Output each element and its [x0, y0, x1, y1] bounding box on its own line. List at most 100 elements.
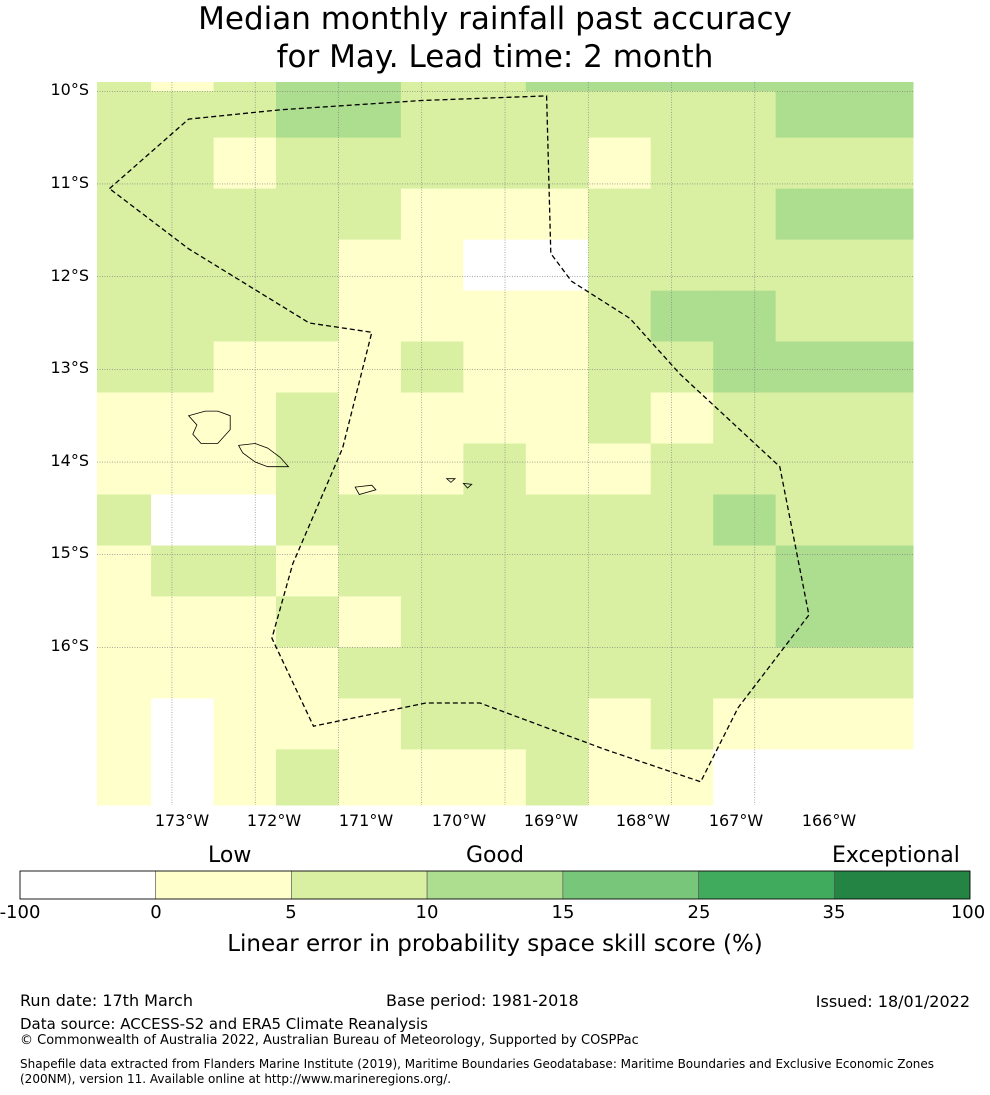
skill-cell [713, 647, 777, 699]
skill-cell [588, 82, 652, 92]
colorbar-segment [698, 870, 835, 900]
skill-cell [588, 392, 652, 444]
skill-cell [276, 91, 339, 139]
skill-cell [775, 596, 914, 648]
skill-cell [400, 341, 464, 393]
skill-cell [97, 749, 152, 806]
skill-cell [97, 290, 152, 343]
skill-cell [151, 91, 214, 139]
skill-cell [588, 239, 652, 292]
skill-cell [276, 188, 339, 241]
skill-cell [650, 647, 714, 699]
skill-cell [276, 647, 339, 699]
skill-cell [338, 749, 402, 806]
skill-cell [463, 443, 527, 495]
skill-cell [338, 545, 402, 597]
skill-cell [338, 392, 402, 444]
colorbar-tick: 0 [150, 902, 162, 923]
skill-cell [276, 137, 339, 190]
skill-cell [525, 82, 589, 92]
lat-label-11s: 11°S [50, 173, 89, 192]
skill-cell [400, 494, 464, 546]
skill-cell [151, 341, 214, 393]
skill-cell [713, 82, 777, 92]
skill-cell [213, 494, 277, 546]
skill-cell [525, 545, 589, 597]
skill-cell [713, 290, 777, 343]
skill-cell [713, 545, 777, 597]
skill-cell [97, 137, 152, 190]
skill-cell [213, 82, 277, 92]
skill-cell [276, 698, 339, 750]
skill-cell [338, 290, 402, 343]
skill-cell [151, 82, 214, 92]
skill-cell [775, 188, 914, 241]
skill-cell [650, 137, 714, 190]
skill-cell [151, 290, 214, 343]
skill-cell [97, 443, 152, 495]
skill-cell [525, 647, 589, 699]
lat-label-13s: 13°S [50, 358, 89, 377]
colorbar-tick: -100 [0, 902, 41, 923]
lon-label-172w: 172°W [246, 811, 302, 830]
skill-cell [713, 494, 777, 546]
shapefile-credit: Shapefile data extracted from Flanders M… [20, 1057, 935, 1086]
skill-cell [588, 137, 652, 190]
skill-cell [525, 290, 589, 343]
skill-cell [276, 392, 339, 444]
skill-cell [525, 443, 589, 495]
skill-cell [713, 91, 777, 139]
lon-label-171w: 171°W [338, 811, 394, 830]
skill-cell [97, 239, 152, 292]
lat-label-14s: 14°S [50, 451, 89, 470]
skill-cell [650, 188, 714, 241]
run-date: Run date: 17th March [20, 991, 193, 1010]
colorbar-segment [291, 870, 428, 900]
skill-cell [151, 239, 214, 292]
skill-cell [276, 443, 339, 495]
skill-cell [213, 239, 277, 292]
skill-cell [775, 137, 914, 190]
skill-cell [400, 749, 464, 806]
skill-cell [276, 239, 339, 292]
skill-cell [97, 596, 152, 648]
skill-cell [338, 239, 402, 292]
skill-cell [463, 91, 527, 139]
skill-cell [338, 698, 402, 750]
base-period: Base period: 1981-2018 [386, 991, 579, 1010]
lon-label-169w: 169°W [523, 811, 579, 830]
skill-cell [650, 290, 714, 343]
skill-cell [525, 392, 589, 444]
lat-label-12s: 12°S [50, 266, 89, 285]
skill-cell [775, 749, 914, 806]
colorbar-tick: 5 [285, 902, 297, 923]
skill-cell [588, 290, 652, 343]
skill-cell [463, 290, 527, 343]
skill-cell [713, 239, 777, 292]
skill-cell [338, 647, 402, 699]
skill-cell [400, 596, 464, 648]
skill-cell [338, 443, 402, 495]
skill-cell [151, 188, 214, 241]
colorbar-tick: 35 [822, 902, 846, 923]
skill-cell [588, 443, 652, 495]
skill-cell [775, 698, 914, 750]
skill-cell [151, 392, 214, 444]
skill-cell [713, 698, 777, 750]
skill-cell [338, 341, 402, 393]
skill-cell [97, 647, 152, 699]
lon-label-166w: 166°W [801, 811, 857, 830]
skill-cell [400, 545, 464, 597]
colorbar-segment [426, 870, 564, 900]
skill-cell [97, 698, 152, 750]
skill-cell [775, 545, 914, 597]
skill-cell [775, 91, 914, 139]
eez-boundary [109, 95, 810, 783]
skill-cell [276, 749, 339, 806]
skill-cell [775, 341, 914, 393]
skill-cell [713, 188, 777, 241]
skill-cell [276, 341, 339, 393]
skill-cell [525, 188, 589, 241]
skill-cell [650, 596, 714, 648]
skill-cell [463, 698, 527, 750]
